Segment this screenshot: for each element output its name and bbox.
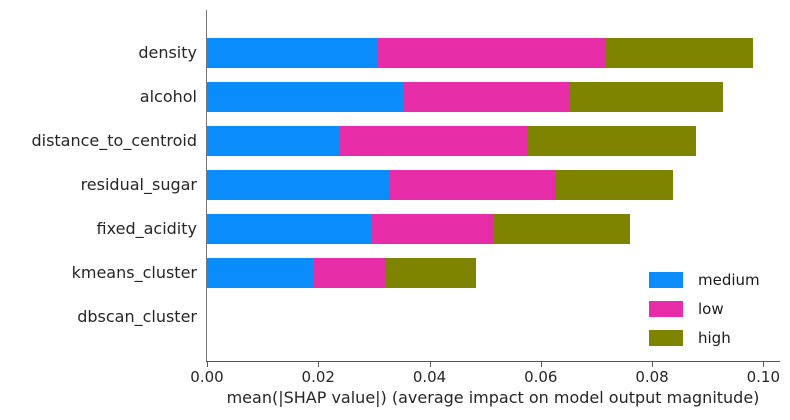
legend: medium low high (649, 265, 760, 352)
bar-segment-medium (207, 82, 404, 112)
y-axis-label: alcohol (139, 87, 197, 106)
x-axis-title: mean(|SHAP value|) (average impact on mo… (226, 388, 760, 407)
bar-segment-low (403, 82, 570, 112)
bar-segment-low (389, 170, 557, 200)
y-axis-label: residual_sugar (80, 175, 197, 194)
bar-segment-high (569, 82, 723, 112)
legend-label: medium (698, 270, 760, 289)
y-axis-label: kmeans_cluster (71, 263, 197, 282)
x-tick-label: 0.10 (746, 368, 780, 386)
y-axis-label: fixed_acidity (96, 219, 197, 238)
x-tick-label: 0.02 (301, 368, 335, 386)
y-axis-label: dbscan_cluster (77, 307, 197, 326)
bar-segment-medium (207, 126, 340, 156)
bar-segment-low (339, 126, 528, 156)
x-tick-mark (763, 362, 765, 367)
x-tick-label: 0.00 (190, 368, 224, 386)
x-tick-label: 0.04 (412, 368, 447, 386)
y-axis-label: density (138, 43, 197, 62)
y-axis-label: distance_to_centroid (31, 131, 197, 150)
legend-swatch (649, 271, 683, 288)
legend-swatch (649, 329, 683, 346)
bar-segment-low (371, 214, 493, 244)
legend-item-low: low (649, 294, 760, 323)
x-tick-mark (207, 362, 208, 367)
x-tick-mark (429, 362, 431, 367)
legend-item-high: high (649, 323, 760, 352)
bar-segment-high (527, 126, 696, 156)
bar-segment-low (377, 38, 606, 68)
x-tick-mark (318, 362, 320, 367)
x-tick-label: 0.06 (524, 368, 558, 386)
bar-segment-medium (207, 170, 390, 200)
bar-segment-low (312, 258, 387, 288)
x-axis-line (206, 361, 780, 362)
x-tick-label: 0.08 (635, 368, 669, 386)
legend-item-medium: medium (649, 265, 760, 294)
bar-segment-medium (207, 38, 378, 68)
bar-segment-high (386, 258, 476, 288)
x-tick-mark (652, 362, 654, 367)
bar-segment-medium (207, 258, 313, 288)
bar-segment-high (492, 214, 631, 244)
bar-segment-high (605, 38, 753, 68)
y-axis-spine (206, 10, 207, 362)
legend-swatch (649, 300, 683, 317)
bar-segment-medium (207, 214, 372, 244)
legend-label: high (698, 328, 731, 347)
legend-label: low (698, 299, 724, 318)
bar-segment-high (556, 170, 674, 200)
x-tick-mark (540, 362, 542, 367)
